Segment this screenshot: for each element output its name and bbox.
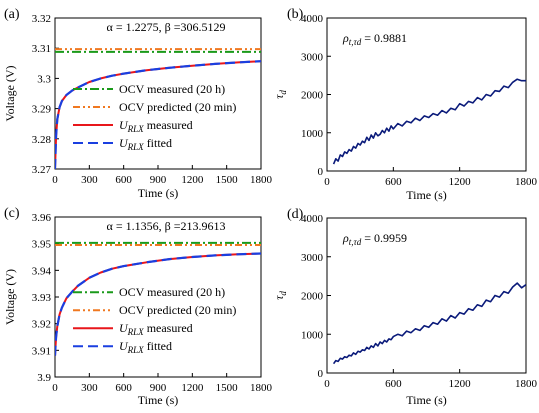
plot-area	[55, 48, 261, 169]
series-line-1	[332, 78, 526, 165]
legend-label-2: OCV predicted (20 min)	[119, 100, 236, 114]
y-tick-label: 4000	[301, 13, 324, 25]
series-line-4	[55, 252, 261, 356]
x-tick-label: 300	[81, 382, 98, 394]
y-tick-label: 0	[318, 166, 324, 178]
x-tick-label: 0	[52, 174, 58, 186]
y-tick-label: 3.91	[32, 345, 51, 357]
y-tick-label: 3.92	[32, 319, 51, 331]
panel-label: (d)	[287, 207, 304, 222]
panel-label: (a)	[4, 7, 20, 22]
legend-label-3: URLX measured	[119, 321, 193, 337]
x-tick-label: 600	[385, 378, 402, 390]
y-tick-label: 1000	[301, 128, 324, 140]
y-tick-label: 3.27	[32, 164, 52, 176]
legend-label-1: OCV measured (20 h)	[119, 82, 225, 96]
x-tick-label: 1800	[515, 176, 538, 188]
x-axis-label: Time (s)	[138, 393, 179, 407]
x-tick-label: 1200	[181, 174, 204, 186]
x-tick-label: 600	[115, 174, 132, 186]
y-tick-label: 3.95	[32, 239, 52, 251]
y-tick-label: 0	[318, 368, 324, 380]
chart-panel-2: (b) 0 1000 2000 3000 4000 0 600 1200 1800 Time (s)…	[272, 7, 538, 202]
y-tick-label: 3.29	[32, 104, 52, 116]
chart-panel-4: (d) 0 1000 2000 3000 4000 0 600 1200 1800 Time (s)…	[272, 207, 538, 407]
y-axis-label: τd	[272, 90, 288, 99]
x-tick-label: 0	[52, 382, 58, 394]
y-tick-label: 3.96	[32, 212, 52, 224]
x-tick-label: 1800	[250, 382, 273, 394]
legend-label-4: URLX fitted	[119, 339, 172, 355]
panel-label: (c)	[4, 206, 20, 221]
correlation-annotation: ρt,τd = 0.9959	[342, 231, 407, 247]
y-tick-label: 2000	[301, 291, 324, 303]
legend: OCV measured (20 h) OCV predicted (20 min…	[73, 285, 236, 355]
x-tick-label: 900	[150, 174, 167, 186]
series-line-4	[55, 60, 261, 169]
x-tick-label: 1800	[250, 174, 273, 186]
y-tick-label: 3.28	[32, 134, 52, 146]
y-tick-label: 3.93	[32, 292, 52, 304]
x-tick-label: 1200	[449, 378, 472, 390]
fit-parameters-annotation: α = 1.1356, β =213.9613	[107, 219, 226, 233]
y-tick-label: 3000	[301, 51, 324, 63]
series-line-3	[55, 60, 261, 169]
y-tick-label: 3.31	[32, 43, 51, 55]
x-tick-label: 1200	[181, 382, 204, 394]
y-axis-label: Voltage (V)	[3, 65, 17, 121]
legend-label-3: URLX measured	[119, 118, 193, 134]
y-axis-label: τd	[272, 291, 288, 300]
chart-panel-1: (a) 3.27 3.28 3.29 3.3 3.31 3.32 0 300 600 900 1200…	[3, 7, 273, 200]
x-tick-label: 900	[150, 382, 167, 394]
x-tick-label: 600	[115, 382, 132, 394]
legend-label-2: OCV predicted (20 min)	[119, 303, 236, 317]
x-tick-label: 0	[324, 176, 330, 188]
x-tick-label: 300	[81, 174, 98, 186]
series-line-1	[332, 282, 526, 365]
chart-panel-3: (c) 3.9 3.91 3.92 3.93 3.94 3.95 3.96 0 300 600 900…	[3, 206, 273, 407]
x-tick-label: 1800	[515, 378, 538, 390]
plot-area	[55, 241, 261, 356]
legend: OCV measured (20 h) OCV predicted (20 min…	[73, 82, 236, 152]
plot-area	[332, 78, 526, 165]
plot-area	[332, 282, 526, 365]
x-tick-label: 600	[385, 176, 402, 188]
x-axis-label: Time (s)	[406, 188, 447, 202]
fit-parameters-annotation: α = 1.2275, β =306.5129	[107, 20, 226, 34]
x-axis-label: Time (s)	[138, 186, 179, 200]
x-axis-label: Time (s)	[406, 393, 447, 407]
x-tick-label: 1500	[216, 174, 239, 186]
y-tick-label: 3.94	[32, 265, 52, 277]
y-tick-label: 3000	[301, 252, 324, 264]
y-tick-label: 1000	[301, 329, 324, 341]
x-tick-label: 0	[324, 378, 330, 390]
x-tick-label: 1500	[216, 382, 239, 394]
y-tick-label: 3.9	[37, 372, 51, 384]
correlation-annotation: ρt,τd = 0.9881	[342, 31, 407, 47]
y-tick-label: 3.3	[37, 73, 51, 85]
y-tick-label: 3.32	[32, 13, 51, 25]
y-axis-label: Voltage (V)	[3, 269, 17, 325]
x-tick-label: 1200	[449, 176, 472, 188]
legend-label-1: OCV measured (20 h)	[119, 285, 225, 299]
y-tick-label: 4000	[301, 213, 324, 225]
y-tick-label: 2000	[301, 90, 324, 102]
panel-label: (b)	[287, 7, 304, 22]
legend-label-4: URLX fitted	[119, 136, 172, 152]
